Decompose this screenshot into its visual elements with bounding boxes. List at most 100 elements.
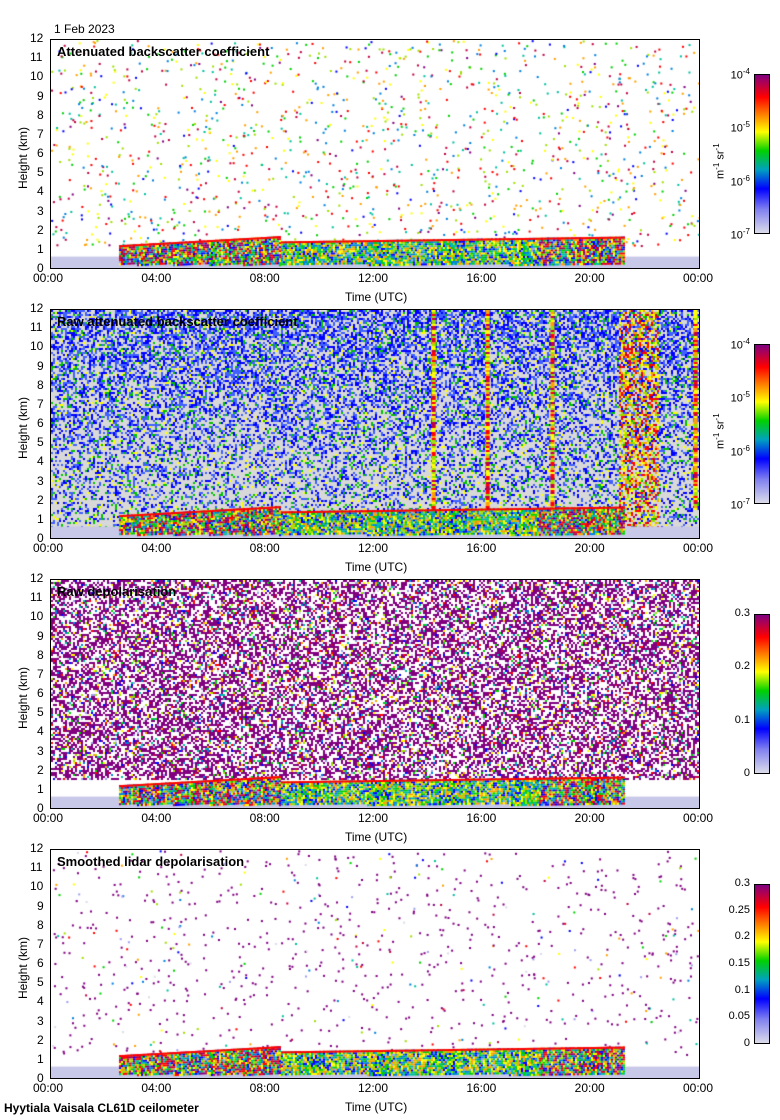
y-tick-label: 2	[37, 492, 44, 507]
y-tick-label: 4	[37, 994, 44, 1009]
x-tick-label: 16:00	[466, 541, 497, 555]
colorbar-tick-label: 10-6	[730, 443, 750, 459]
y-tick-label: 3	[37, 473, 44, 488]
y-tick-label: 4	[37, 184, 44, 199]
heatmap-cells	[51, 310, 699, 538]
y-tick-label: 7	[37, 936, 44, 951]
colorbar-tick-label: 0.2	[734, 660, 750, 673]
panel-1: Attenuated backscatter coefficient 0 1 2 3 4 5…	[0, 31, 780, 309]
colorbar-unit: m-1 sr-1	[712, 143, 727, 179]
colorbar-tick-label: 0.1	[734, 983, 750, 996]
y-tick-label: 11	[30, 590, 43, 605]
y-tick-label: 5	[37, 435, 44, 450]
panel-3: Raw depolarisation 0 1 2 3 4 5 6 7 8 9 10 11 12 00:00 0…	[0, 571, 780, 849]
colorbar-tick-label: 10-5	[730, 390, 750, 405]
colorbar-tick-label: 10-5	[730, 120, 750, 135]
x-tick-label: 16:00	[466, 271, 497, 285]
colorbar-tick-label: 10-4	[730, 337, 750, 352]
x-tick-label: 00:00	[33, 1081, 64, 1095]
x-tick-label: 04:00	[141, 271, 172, 285]
x-axis-label: Time (UTC)	[345, 830, 408, 844]
y-tick-label: 1	[37, 511, 44, 526]
colorbar	[754, 344, 770, 504]
x-tick-label: 08:00	[249, 1081, 280, 1095]
y-tick-label: 8	[37, 917, 44, 932]
x-tick-label: 12:00	[358, 541, 389, 555]
y-tick-label: 5	[37, 165, 44, 180]
y-tick-label: 6	[37, 686, 44, 700]
colorbar	[754, 884, 770, 1044]
x-tick-label: 00:00	[33, 541, 64, 555]
y-tick-label: 8	[37, 377, 44, 392]
x-tick-label: 00:00	[683, 271, 714, 285]
x-tick-label: 00:00	[683, 541, 714, 555]
colorbar-tick-label: 0.3	[734, 877, 750, 889]
panel-4: Smoothed lidar depolarisation 0 1 2 3 4 5 6 7 8 9 1…	[0, 841, 780, 1119]
y-tick-label: 3	[37, 743, 44, 758]
x-axis-label: Time (UTC)	[345, 290, 408, 304]
y-tick-label: 0	[37, 1071, 44, 1085]
y-tick-label: 9	[37, 628, 44, 643]
y-tick-label: 1	[37, 781, 44, 796]
y-tick-label: 4	[37, 724, 44, 739]
y-tick-label: 4	[37, 454, 44, 469]
heatmap-cells	[51, 580, 699, 808]
x-axis-label: Time (UTC)	[345, 1100, 408, 1114]
panel-title: Smoothed lidar depolarisation	[57, 854, 245, 869]
colorbar-tick-label: 10-6	[730, 173, 750, 189]
y-tick-label: 7	[37, 396, 44, 411]
y-tick-label: 10	[30, 69, 44, 84]
y-tick-label: 10	[30, 609, 44, 624]
x-tick-label: 00:00	[683, 811, 714, 825]
colorbar	[754, 614, 770, 774]
x-axis-label: Time (UTC)	[345, 560, 408, 574]
x-tick-label: 00:00	[33, 271, 64, 285]
y-tick-label: 12	[30, 301, 44, 315]
x-tick-label: 16:00	[466, 1081, 497, 1095]
colorbar	[754, 74, 770, 234]
y-tick-label: 12	[30, 31, 44, 45]
colorbar-tick-label: 0	[743, 1037, 750, 1049]
colorbar-unit: m-1 sr-1	[712, 413, 727, 449]
y-tick-label: 7	[37, 666, 44, 681]
x-tick-label: 08:00	[249, 811, 280, 825]
panel-title: Raw attenuated backscatter coefficient	[57, 314, 298, 329]
x-tick-label: 12:00	[358, 271, 389, 285]
colorbar-tick-label: 0.1	[734, 713, 750, 726]
y-axis-label: Height (km)	[16, 126, 30, 189]
y-tick-label: 7	[37, 126, 44, 141]
x-tick-label: 12:00	[358, 811, 389, 825]
heatmap-cells	[51, 850, 699, 1078]
heatmap-plot: Raw attenuated backscatter coefficient	[50, 309, 700, 539]
y-axis-label: Height (km)	[16, 936, 30, 999]
x-tick-label: 20:00	[574, 271, 605, 285]
y-tick-label: 9	[37, 898, 44, 913]
y-tick-label: 12	[30, 571, 44, 585]
x-tick-label: 00:00	[683, 1081, 714, 1095]
instrument-footer: Hyytiala Vaisala CL61D ceilometer	[4, 1101, 199, 1115]
y-tick-label: 1	[37, 241, 44, 256]
colorbar-tick-label: 10-4	[730, 67, 750, 82]
y-tick-label: 3	[37, 203, 44, 218]
panel-2: Raw attenuated backscatter coefficient 0 1…	[0, 301, 780, 579]
colorbar-tick-label: 10-7	[730, 227, 750, 242]
y-tick-label: 2	[37, 762, 44, 777]
y-tick-label: 5	[37, 975, 44, 990]
y-tick-label: 6	[37, 956, 44, 970]
y-tick-label: 9	[37, 358, 44, 373]
y-tick-label: 0	[37, 801, 44, 815]
colorbar-tick-label: 0.25	[728, 903, 750, 916]
y-tick-label: 5	[37, 705, 44, 720]
heatmap-plot: Attenuated backscatter coefficient	[50, 39, 700, 269]
y-axis-label: Height (km)	[16, 666, 30, 729]
x-tick-label: 08:00	[249, 541, 280, 555]
y-tick-label: 1	[37, 1051, 44, 1066]
y-tick-label: 0	[37, 261, 44, 275]
heatmap-cells	[51, 40, 699, 268]
colorbar-tick-label: 0	[743, 767, 750, 779]
y-tick-label: 10	[30, 879, 44, 894]
heatmap-plot: Raw depolarisation	[50, 579, 700, 809]
y-tick-label: 2	[37, 222, 44, 237]
y-tick-label: 0	[37, 531, 44, 545]
